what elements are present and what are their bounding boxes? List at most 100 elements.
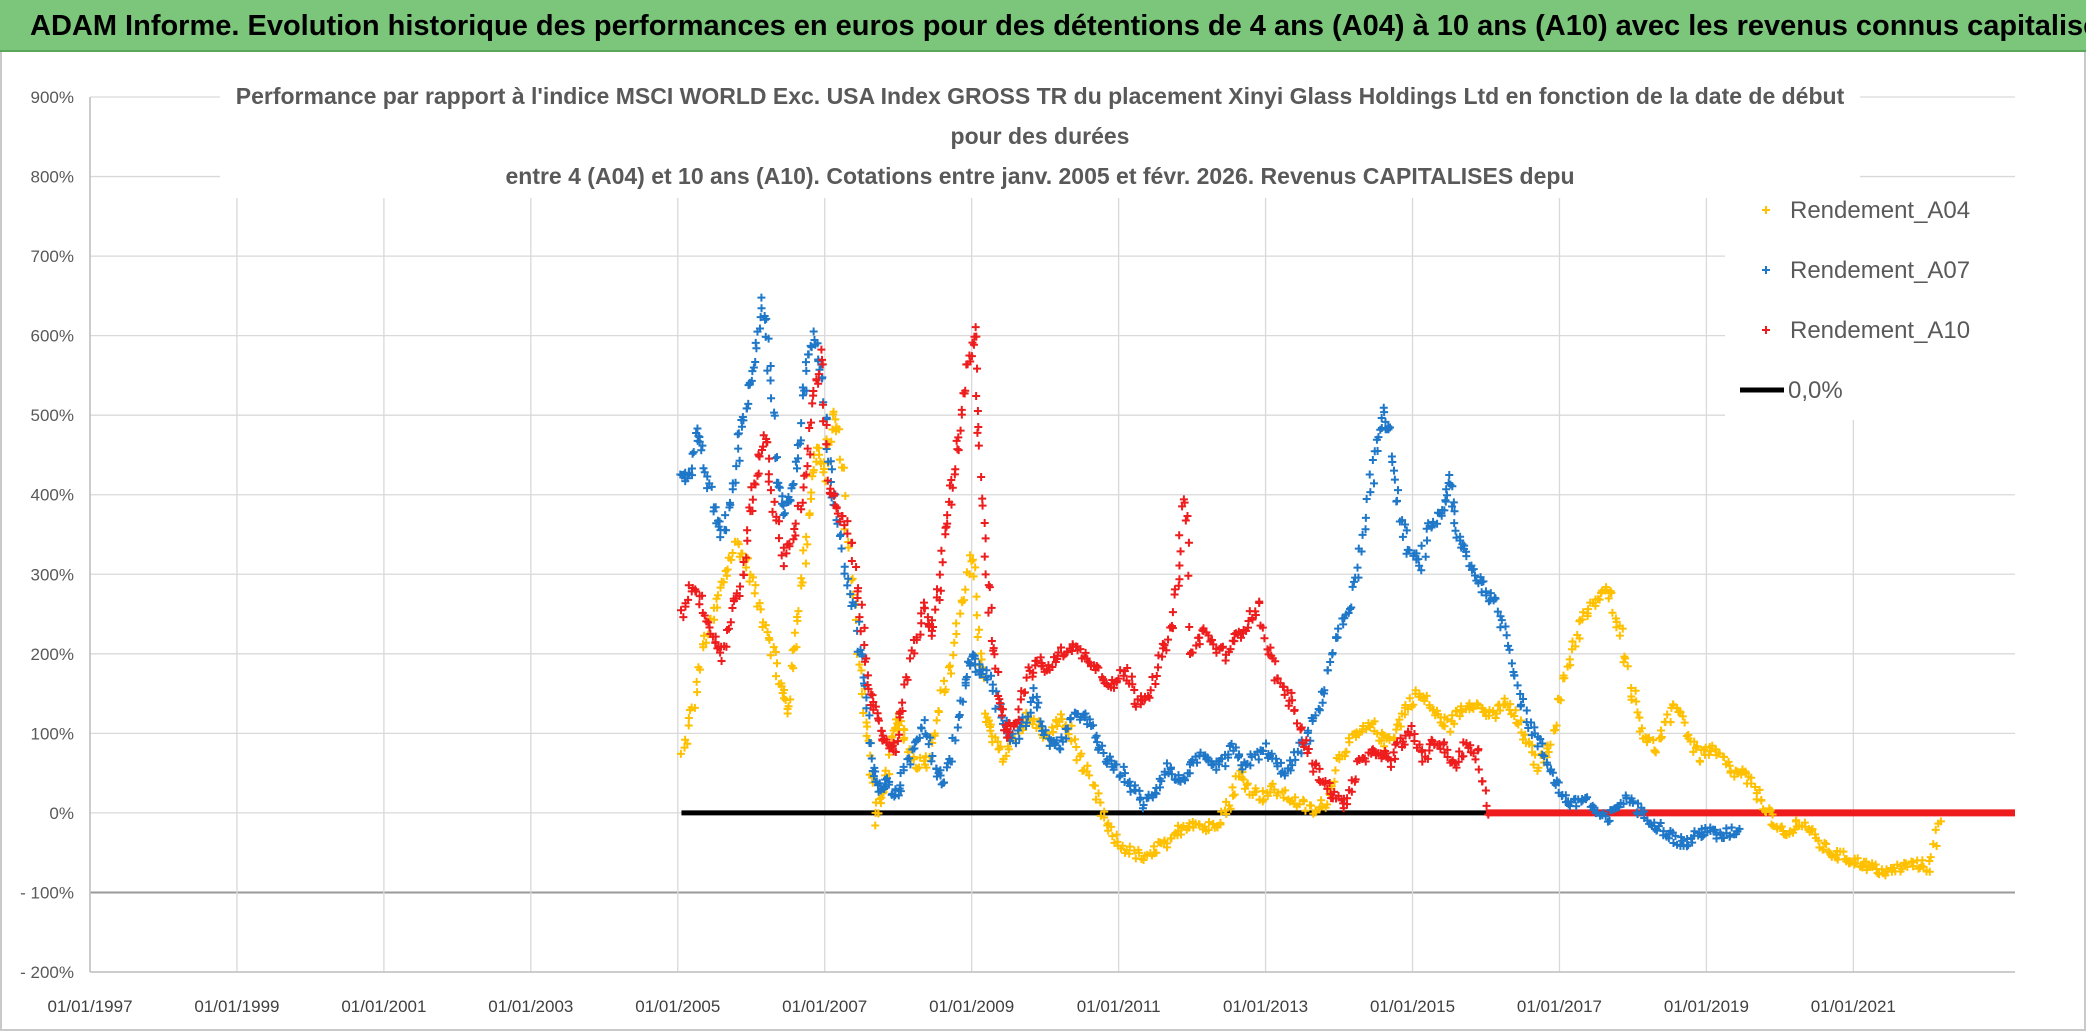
marker-a07 — [1429, 517, 1438, 526]
marker-a04 — [1268, 779, 1277, 788]
marker-a10 — [1127, 672, 1136, 681]
marker-a07 — [844, 574, 853, 583]
marker-a07 — [1227, 739, 1236, 748]
marker-a07 — [1157, 777, 1166, 786]
marker-a04 — [1657, 733, 1666, 742]
marker-a10 — [797, 505, 806, 514]
marker-a04 — [1480, 708, 1489, 717]
marker-a04 — [1258, 787, 1267, 796]
legend-label: Rendement_A10 — [1790, 317, 1970, 344]
marker-a04 — [1579, 608, 1588, 617]
marker-a07 — [801, 358, 810, 367]
marker-a04 — [1926, 853, 1935, 862]
marker-a04 — [1514, 720, 1523, 729]
marker-a07 — [1517, 700, 1526, 709]
y-tick-label: 700% — [31, 247, 74, 266]
marker-a04 — [1163, 843, 1172, 852]
marker-a10 — [698, 591, 707, 600]
marker-a04 — [1125, 849, 1134, 858]
marker-a07 — [766, 361, 775, 370]
marker-a10 — [832, 504, 841, 513]
marker-a07 — [1358, 530, 1367, 539]
marker-a04 — [1575, 634, 1584, 643]
marker-a04 — [1500, 694, 1509, 703]
marker-a04 — [815, 450, 824, 459]
marker-a04 — [1113, 837, 1122, 846]
series-a07 — [676, 293, 1744, 851]
marker-a10 — [1452, 763, 1461, 772]
marker-a10 — [1251, 607, 1260, 616]
marker-a10 — [1323, 784, 1332, 793]
marker-a04 — [1510, 711, 1519, 720]
marker-a07 — [958, 697, 967, 706]
marker-a04 — [1602, 585, 1611, 594]
marker-a07 — [1258, 747, 1267, 756]
marker-a10 — [1158, 652, 1167, 661]
marker-a04 — [763, 628, 772, 637]
marker-a07 — [1246, 761, 1255, 770]
marker-a07 — [894, 791, 903, 800]
marker-a04 — [1279, 793, 1288, 802]
marker-a07 — [1684, 841, 1693, 850]
marker-a07 — [1735, 824, 1744, 833]
marker-a04 — [932, 716, 941, 725]
marker-a07 — [1362, 495, 1371, 504]
marker-a07 — [962, 672, 971, 681]
marker-a04 — [1693, 742, 1702, 751]
marker-a10 — [1158, 639, 1167, 648]
marker-a10 — [1076, 645, 1085, 654]
marker-a07 — [796, 436, 805, 445]
marker-a07 — [1374, 433, 1383, 442]
marker-a07 — [1093, 738, 1102, 747]
marker-a10 — [910, 649, 919, 658]
marker-a10 — [818, 400, 827, 409]
y-tick-label: 400% — [31, 486, 74, 505]
marker-a04 — [1706, 747, 1715, 756]
marker-a04 — [1077, 749, 1086, 758]
marker-a04 — [887, 733, 896, 742]
marker-a07 — [947, 757, 956, 766]
marker-a07 — [1398, 532, 1407, 541]
series-a10 — [676, 323, 1493, 819]
y-tick-label: 200% — [31, 645, 74, 664]
marker-a04 — [961, 585, 970, 594]
marker-a10 — [1130, 686, 1139, 695]
marker-a04 — [693, 688, 702, 697]
marker-a10 — [1418, 757, 1427, 766]
marker-a04 — [1229, 791, 1238, 800]
marker-a07 — [1119, 762, 1128, 771]
marker-a04 — [716, 583, 725, 592]
marker-a04 — [1822, 840, 1831, 849]
marker-a07 — [755, 324, 764, 333]
marker-a10 — [1083, 657, 1092, 666]
marker-a10 — [1304, 745, 1313, 754]
marker-a07 — [1614, 803, 1623, 812]
marker-a04 — [1925, 867, 1934, 876]
marker-a04 — [676, 749, 685, 758]
marker-a07 — [1076, 715, 1085, 724]
marker-a10 — [947, 475, 956, 484]
marker-a07 — [871, 767, 880, 776]
marker-a07 — [1423, 536, 1432, 545]
marker-a07 — [747, 376, 756, 385]
marker-a04 — [1546, 740, 1555, 749]
marker-a04 — [916, 753, 925, 762]
marker-a07 — [699, 464, 708, 473]
marker-a10 — [1454, 757, 1463, 766]
marker-a07 — [1238, 765, 1247, 774]
marker-a07 — [1417, 566, 1426, 575]
marker-a10 — [1016, 695, 1025, 704]
marker-a04 — [1029, 715, 1038, 724]
marker-a04 — [894, 721, 903, 730]
title-background — [220, 78, 1860, 198]
marker-a10 — [1167, 623, 1176, 632]
marker-a04 — [809, 468, 818, 477]
marker-a07 — [862, 704, 871, 713]
marker-a04 — [950, 638, 959, 647]
marker-a07 — [766, 376, 775, 385]
marker-a04 — [930, 729, 939, 738]
marker-a04 — [1108, 832, 1117, 841]
marker-a04 — [1689, 747, 1698, 756]
legend-label: Rendement_A04 — [1790, 197, 1970, 224]
marker-a04 — [773, 659, 782, 668]
